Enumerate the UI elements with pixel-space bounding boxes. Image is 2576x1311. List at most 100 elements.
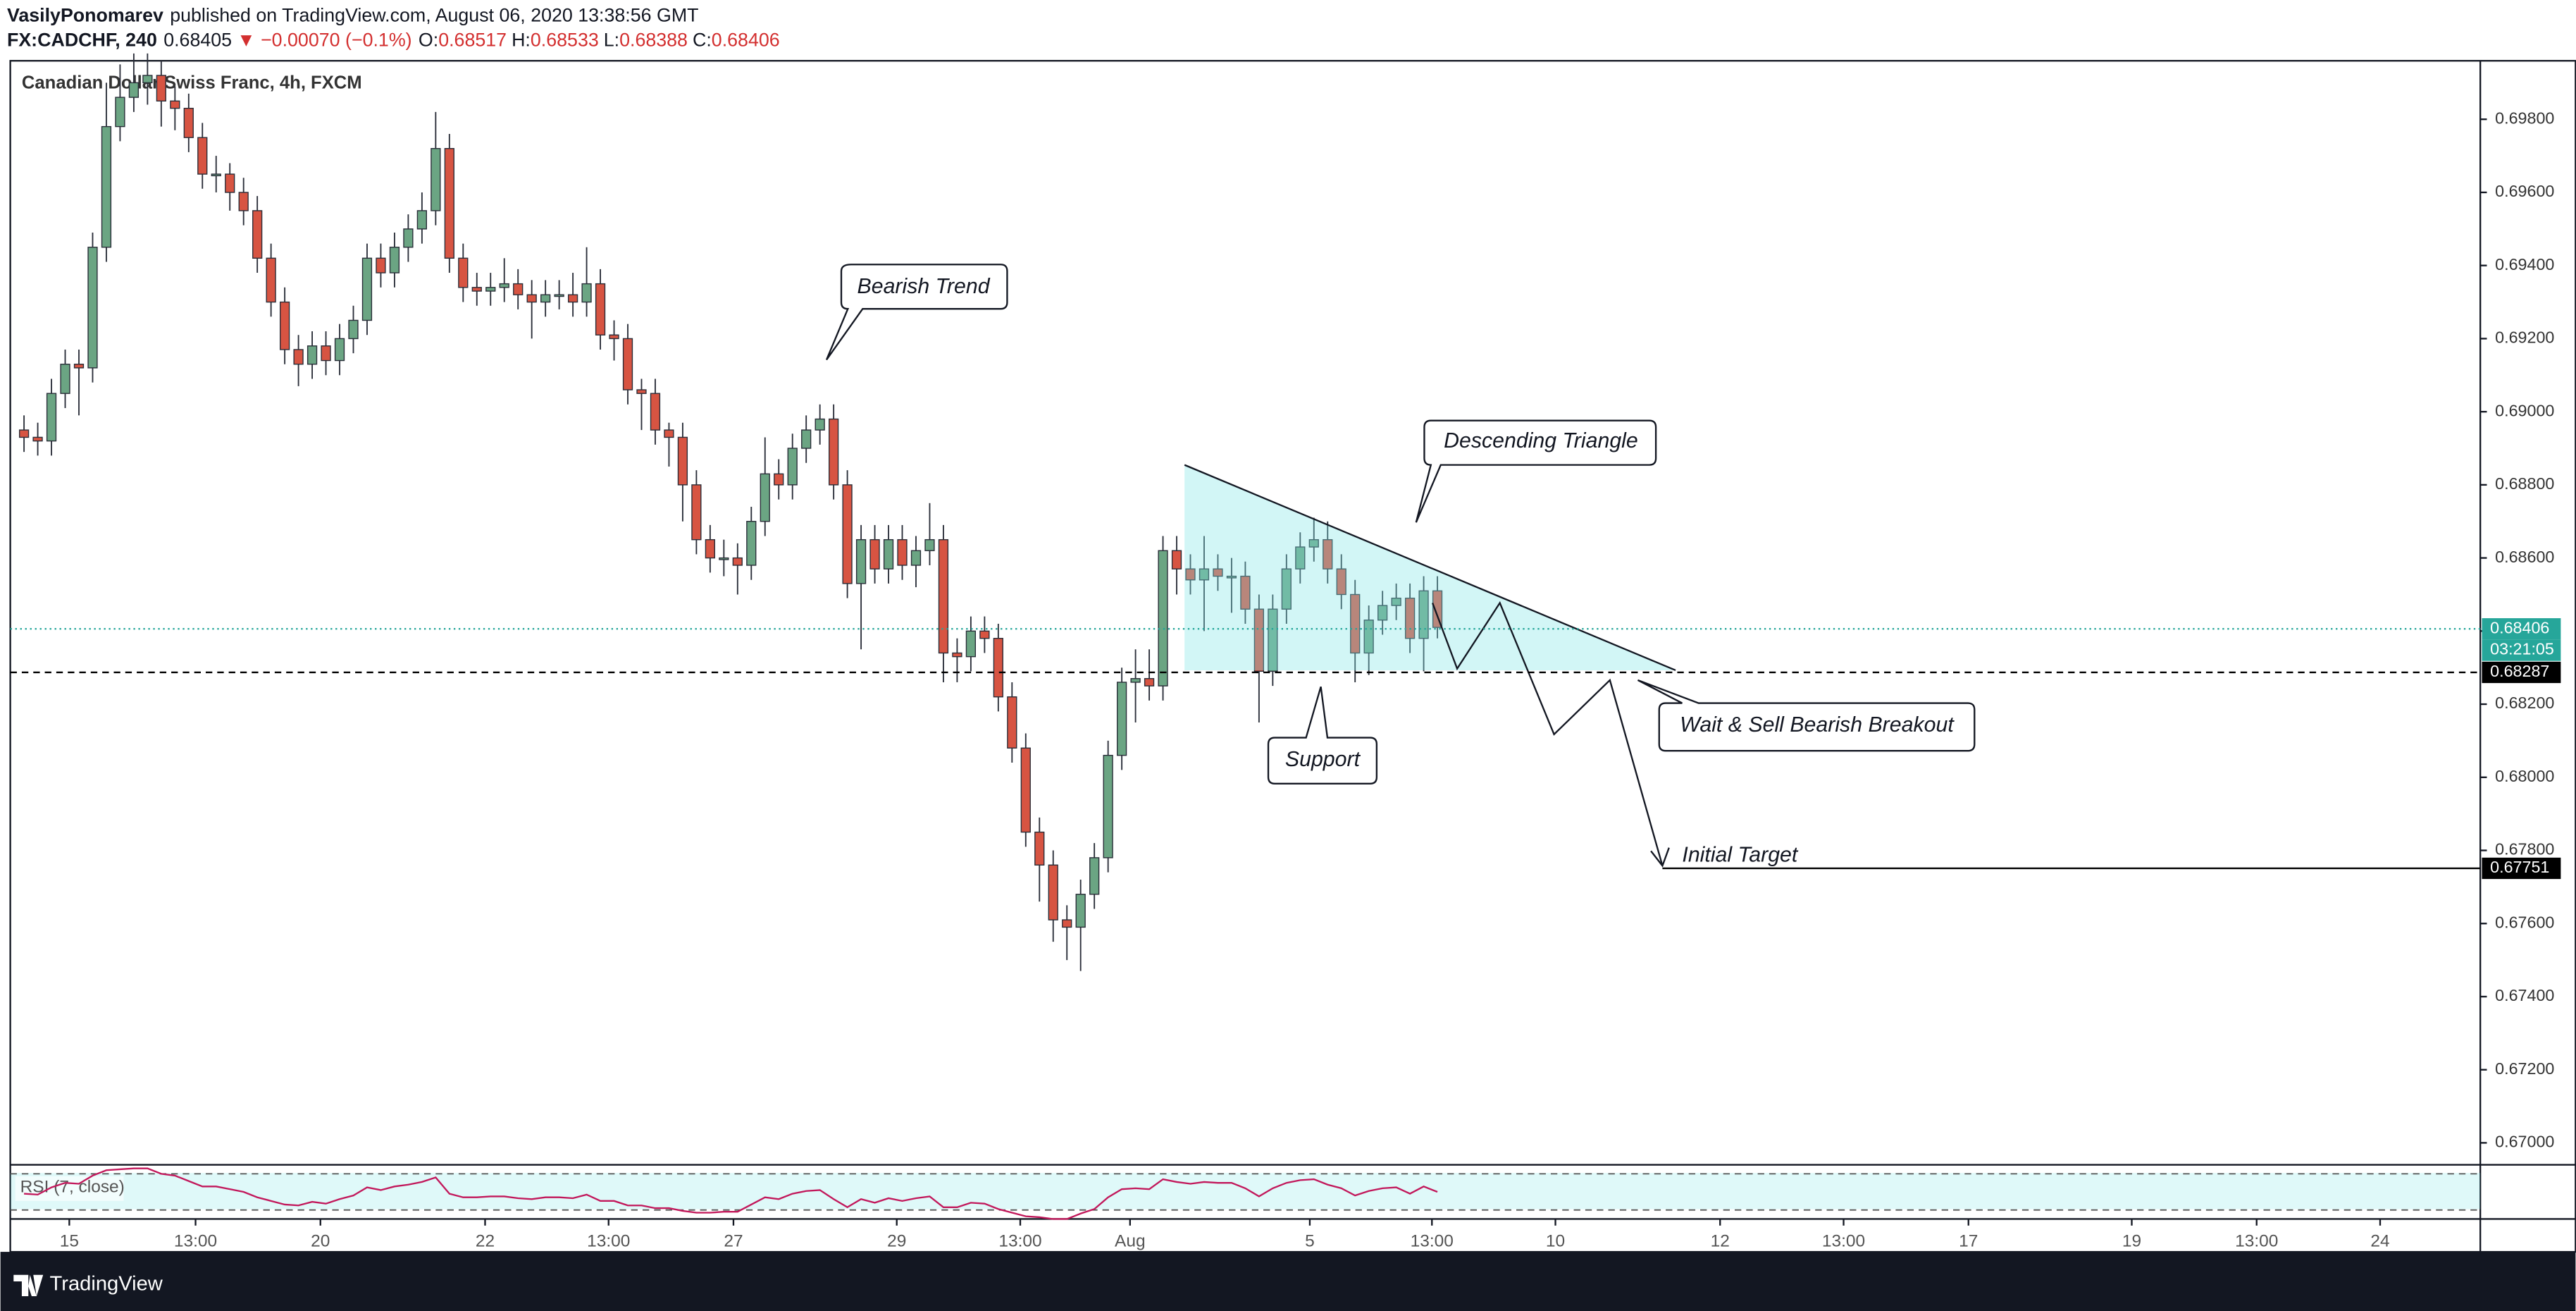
callout-box bbox=[1267, 686, 1378, 784]
candle-body bbox=[1103, 754, 1113, 858]
x-tick-label: 13:00 bbox=[174, 1232, 217, 1251]
candle-body bbox=[691, 484, 702, 541]
ohlc-value: 0.68406 bbox=[712, 29, 780, 50]
y-tick-label: 0.67600 bbox=[2495, 913, 2554, 931]
header-line-2: FX:CADCHF, 240 0.68405 ▼ −0.00070 (−0.1%) O… bbox=[7, 29, 780, 50]
candle-body bbox=[499, 283, 509, 288]
candle-body bbox=[609, 334, 619, 340]
candle-body bbox=[431, 148, 441, 211]
candle-body bbox=[965, 630, 977, 658]
candle-body bbox=[1075, 894, 1086, 928]
candle-body bbox=[485, 287, 496, 292]
annotation: Support bbox=[1285, 748, 1361, 771]
ohlc-label: H: bbox=[512, 29, 531, 50]
candle-body bbox=[1048, 864, 1058, 921]
countdown: 03:21:05 bbox=[2490, 640, 2554, 658]
candles bbox=[18, 53, 1443, 971]
candle-body bbox=[321, 345, 331, 362]
ohlc-value: 0.68517 bbox=[438, 29, 507, 50]
candle-body bbox=[306, 345, 318, 365]
candle-body bbox=[266, 257, 276, 303]
candle-body bbox=[458, 257, 469, 288]
x-tick-label: 29 bbox=[887, 1232, 906, 1251]
candle-body bbox=[471, 287, 482, 292]
x-tick-label: 13:00 bbox=[1411, 1232, 1454, 1251]
candle-body bbox=[636, 389, 647, 394]
y-tick-label: 0.67200 bbox=[2495, 1059, 2554, 1078]
candle-body bbox=[1020, 747, 1031, 833]
candle-body bbox=[361, 257, 373, 321]
y-tick-label: 0.68600 bbox=[2495, 548, 2554, 566]
candle-body bbox=[952, 652, 962, 658]
candle-body bbox=[142, 75, 153, 84]
candle-body bbox=[1323, 538, 1333, 570]
x-tick-label: 13:00 bbox=[998, 1232, 1041, 1251]
candle-body bbox=[403, 228, 414, 248]
ohlc-label: C: bbox=[693, 29, 712, 50]
brand-name: TradingView bbox=[50, 1272, 163, 1295]
x-tick-label: 5 bbox=[1305, 1232, 1315, 1251]
header-line-1: VasilyPonomarev published on TradingView.… bbox=[7, 4, 699, 25]
candle-body bbox=[1240, 575, 1251, 610]
y-tick-label: 0.69400 bbox=[2495, 255, 2554, 273]
chart-title: Canadian Dollar/Swiss Franc, 4h, FXCM bbox=[22, 73, 362, 93]
x-tick-label: 20 bbox=[311, 1232, 330, 1251]
ohlc-value: 0.68388 bbox=[619, 29, 688, 50]
candle-body bbox=[183, 107, 194, 138]
symbol: FX:CADCHF, 240 bbox=[7, 29, 157, 50]
candle-body bbox=[1432, 590, 1443, 628]
candle-body bbox=[444, 148, 454, 259]
candle-body bbox=[677, 436, 688, 486]
candle-body bbox=[1377, 605, 1388, 621]
candle-body bbox=[1185, 568, 1196, 581]
y-tick-label: 0.69200 bbox=[2495, 328, 2554, 347]
candle-body bbox=[1391, 597, 1401, 606]
annotation: Bearish Trend bbox=[857, 275, 991, 298]
candle-body bbox=[924, 538, 935, 551]
candle-body bbox=[938, 538, 949, 654]
candle-body bbox=[334, 338, 345, 362]
candle-body bbox=[979, 630, 990, 639]
y-tick-label: 0.67400 bbox=[2495, 986, 2554, 1004]
candle-body bbox=[211, 173, 221, 177]
candle-body bbox=[910, 550, 922, 566]
candle-body bbox=[787, 448, 798, 486]
forecast-arrowhead bbox=[1650, 847, 1670, 868]
candle-body bbox=[513, 283, 524, 295]
candle-body bbox=[128, 82, 140, 98]
price-tag-label: 0.68406 bbox=[2490, 618, 2549, 636]
ohlc-label: L: bbox=[604, 29, 619, 50]
y-tick-label: 0.69600 bbox=[2495, 182, 2554, 200]
change: ▼ −0.00070 (−0.1%) bbox=[237, 29, 412, 50]
candle-body bbox=[18, 429, 30, 438]
footer-bar bbox=[0, 1252, 2576, 1311]
candle-body bbox=[1350, 593, 1361, 654]
candle-body bbox=[567, 294, 578, 303]
annotation: Initial Target bbox=[1682, 843, 1799, 866]
price-tag bbox=[2482, 857, 2561, 880]
candle-body bbox=[101, 125, 112, 248]
y-tick-label: 0.68200 bbox=[2495, 694, 2554, 712]
candle-body bbox=[293, 349, 304, 365]
x-tick-label: 13:00 bbox=[1822, 1232, 1865, 1251]
candle-body bbox=[416, 210, 428, 230]
triangle-resistance bbox=[1184, 464, 1676, 672]
annotation: Wait & Sell Bearish Breakout bbox=[1680, 713, 1955, 737]
candle-body bbox=[650, 393, 661, 431]
author: VasilyPonomarev bbox=[7, 4, 163, 25]
x-tick-label: 13:00 bbox=[2235, 1232, 2278, 1251]
candle-body bbox=[225, 173, 235, 193]
candle-body bbox=[1116, 682, 1127, 756]
annotation: Descending Triangle bbox=[1444, 429, 1638, 453]
x-tick-label: 22 bbox=[476, 1232, 495, 1251]
y-tick-label: 0.69000 bbox=[2495, 401, 2554, 419]
candle-body bbox=[389, 247, 400, 273]
rsi-line bbox=[24, 1167, 1438, 1220]
candle-body bbox=[46, 393, 57, 442]
candle-body bbox=[1062, 919, 1072, 928]
callout-box bbox=[1415, 419, 1657, 523]
candle-body bbox=[197, 137, 208, 175]
x-tick-label: 19 bbox=[2122, 1232, 2141, 1251]
rsi-band bbox=[10, 1173, 2481, 1210]
